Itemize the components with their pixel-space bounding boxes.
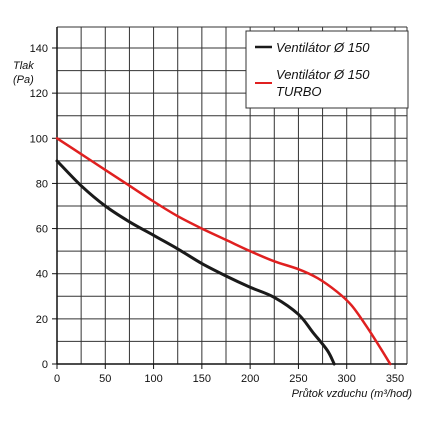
y-tick-label: 100 xyxy=(30,133,48,145)
y-axis-label-line2: (Pa) xyxy=(13,74,34,86)
series-line-standard xyxy=(55,159,336,366)
x-tick-label: 50 xyxy=(99,373,111,385)
x-tick-label: 300 xyxy=(338,373,356,385)
y-tick-label: 0 xyxy=(42,359,48,371)
x-tick-label: 350 xyxy=(386,373,404,385)
y-tick-label: 80 xyxy=(36,178,48,190)
x-axis-label: Průtok vzduchu (m³/hod) xyxy=(292,388,413,400)
x-axis-ticks: 0 50 100 150 200 250 300 350 xyxy=(54,364,404,385)
legend-label-turbo-line2: TURBO xyxy=(276,84,322,99)
y-axis-label-line1: Tlak xyxy=(13,60,34,72)
x-tick-label: 250 xyxy=(289,373,307,385)
y-tick-label: 20 xyxy=(36,314,48,326)
y-axis-ticks: 0 20 40 60 80 100 120 140 xyxy=(30,43,57,371)
series-line-turbo xyxy=(55,137,392,366)
y-tick-label: 60 xyxy=(36,224,48,236)
legend-label-standard: Ventilátor Ø 150 xyxy=(276,40,370,55)
y-tick-label: 40 xyxy=(36,269,48,281)
y-tick-label: 140 xyxy=(30,43,48,55)
legend: Ventilátor Ø 150 Ventilátor Ø 150 TURBO xyxy=(245,30,409,109)
y-tick-label: 120 xyxy=(30,88,48,100)
x-tick-label: 0 xyxy=(54,373,60,385)
x-tick-label: 200 xyxy=(241,373,259,385)
series-lines xyxy=(55,137,392,366)
x-tick-label: 150 xyxy=(193,373,211,385)
x-tick-label: 100 xyxy=(144,373,162,385)
legend-label-turbo-line1: Ventilátor Ø 150 xyxy=(276,67,370,82)
legend-box xyxy=(245,30,409,109)
